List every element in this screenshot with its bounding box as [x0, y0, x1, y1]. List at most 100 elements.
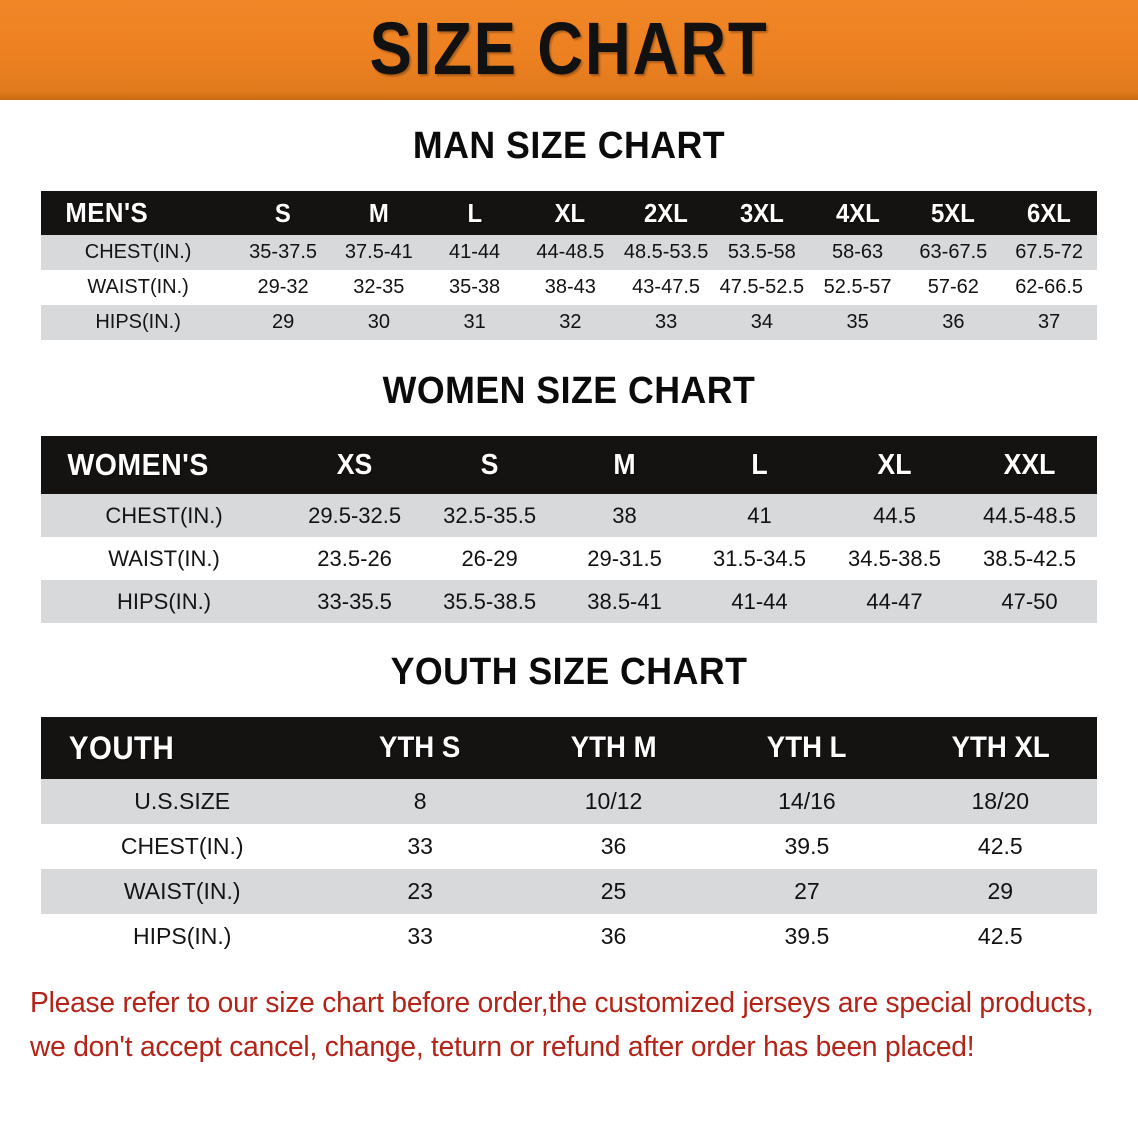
table-corner-label-women: WOMEN'S — [67, 447, 209, 482]
cell-man-2-2: 31 — [463, 311, 486, 333]
cell-man-2-5: 34 — [750, 311, 773, 333]
page-banner: SIZE CHART — [0, 0, 1138, 100]
cell-women-2-4: 44-47 — [866, 588, 923, 614]
column-header-youth-3: YTH XL — [951, 731, 1050, 764]
row-label-youth-3: HIPS(IN.) — [133, 923, 232, 949]
disclaimer-line-2: we don't accept cancel, change, teturn o… — [30, 1031, 975, 1063]
man-size-chart-table: MEN'S S M L XL 2XL 3XL 4XL 5XL 6XL CHEST(IN.) 35-3… — [41, 191, 1097, 340]
cell-youth-3-3: 42.5 — [977, 923, 1023, 949]
column-header-man-8: 6XL — [1027, 197, 1072, 228]
cell-women-0-5: 44.5-48.5 — [983, 502, 1076, 528]
cell-man-2-0: 29 — [271, 311, 295, 333]
cell-youth-0-2: 14/16 — [778, 788, 836, 814]
column-header-women-0: XS — [336, 448, 373, 481]
row-label-youth-0: U.S.SIZE — [134, 788, 231, 814]
cell-youth-0-3: 18/20 — [971, 788, 1030, 814]
section-title-man: MAN SIZE CHART — [412, 125, 726, 167]
cell-women-1-5: 38.5-42.5 — [983, 545, 1076, 571]
cell-man-1-4: 43-47.5 — [632, 276, 701, 298]
cell-youth-1-1: 36 — [600, 833, 627, 859]
cell-man-0-6: 58-63 — [832, 241, 884, 263]
row-label-youth-1: CHEST(IN.) — [120, 833, 244, 859]
column-header-women-2: M — [613, 448, 636, 481]
cell-man-2-3: 32 — [559, 311, 582, 333]
row-label-women-2: HIPS(IN.) — [117, 588, 212, 614]
cell-women-0-0: 29.5-32.5 — [308, 502, 402, 528]
cell-women-2-5: 47-50 — [1001, 588, 1058, 614]
cell-youth-0-1: 10/12 — [584, 788, 643, 814]
row-label-youth-2: WAIST(IN.) — [123, 878, 241, 904]
cell-women-1-1: 26-29 — [461, 545, 518, 571]
cell-youth-3-0: 33 — [407, 923, 433, 949]
section-title-women: WOMEN SIZE CHART — [382, 370, 756, 412]
cell-youth-3-2: 39.5 — [784, 923, 830, 949]
cell-man-0-7: 63-67.5 — [919, 241, 988, 263]
table-row: WAIST(IN.) 23 25 27 29 — [41, 869, 1097, 914]
row-label-man-2: HIPS(IN.) — [95, 311, 181, 333]
cell-man-0-2: 41-44 — [449, 241, 501, 263]
column-header-man-2: L — [467, 197, 482, 228]
column-header-man-7: 5XL — [931, 197, 976, 228]
cell-women-2-2: 38.5-41 — [587, 588, 662, 614]
table-row: HIPS(IN.) 33 36 39.5 42.5 — [41, 914, 1097, 959]
table-row: WAIST(IN.) 29-32 32-35 35-38 38-43 43-47.5 47.… — [41, 270, 1097, 305]
cell-man-1-7: 57-62 — [927, 276, 979, 298]
youth-table-header: YOUTH YTH S YTH M YTH L YTH XL — [41, 717, 1097, 779]
cell-youth-0-0: 8 — [413, 788, 427, 814]
cell-women-0-1: 32.5-35.5 — [443, 502, 537, 528]
cell-women-0-3: 41 — [747, 502, 772, 528]
section-title-youth: YOUTH SIZE CHART — [390, 651, 748, 693]
table-row: U.S.SIZE 8 10/12 14/16 18/20 — [41, 779, 1097, 824]
cell-man-1-1: 32-35 — [353, 276, 405, 298]
table-corner-label-man: MEN'S — [65, 197, 149, 228]
table-header-row: YOUTH YTH S YTH M YTH L YTH XL — [41, 717, 1097, 779]
table-header-row: WOMEN'S XS S M L XL XXL — [41, 436, 1097, 494]
column-header-women-3: L — [751, 448, 768, 481]
column-header-man-5: 3XL — [739, 197, 784, 228]
column-header-man-1: M — [368, 197, 389, 228]
table-row: HIPS(IN.) 29 30 31 32 33 34 35 36 37 — [41, 305, 1097, 340]
cell-man-1-2: 35-38 — [449, 276, 501, 298]
disclaimer-text: Please refer to our size chart before or… — [30, 981, 1094, 1069]
cell-youth-1-3: 42.5 — [977, 833, 1023, 859]
table-header-row: MEN'S S M L XL 2XL 3XL 4XL 5XL 6XL — [41, 191, 1097, 235]
man-table-header: MEN'S S M L XL 2XL 3XL 4XL 5XL 6XL — [41, 191, 1097, 235]
cell-man-0-1: 37.5-41 — [344, 241, 413, 263]
cell-man-2-6: 35 — [846, 311, 869, 333]
column-header-man-3: XL — [555, 197, 586, 228]
cell-women-0-4: 44.5 — [873, 502, 916, 528]
cell-man-1-6: 52.5-57 — [823, 276, 892, 298]
cell-women-2-1: 35.5-38.5 — [443, 588, 537, 614]
column-header-man-6: 4XL — [835, 197, 880, 228]
row-label-women-0: CHEST(IN.) — [105, 502, 223, 528]
cell-youth-2-3: 29 — [987, 878, 1014, 904]
cell-man-0-8: 67.5-72 — [1015, 241, 1084, 263]
cell-man-1-8: 62-66.5 — [1015, 276, 1084, 298]
cell-youth-3-1: 36 — [600, 923, 627, 949]
cell-youth-1-0: 33 — [407, 833, 433, 859]
cell-youth-2-2: 27 — [794, 878, 820, 904]
column-header-women-4: XL — [877, 448, 912, 481]
cell-youth-2-1: 25 — [600, 878, 627, 904]
cell-man-2-7: 36 — [942, 311, 965, 333]
column-header-youth-2: YTH L — [767, 731, 847, 764]
column-header-women-1: S — [480, 448, 499, 481]
cell-man-1-0: 29-32 — [257, 276, 309, 298]
table-corner-label-youth: YOUTH — [68, 729, 175, 766]
row-label-man-0: CHEST(IN.) — [84, 241, 192, 263]
column-header-man-4: 2XL — [644, 197, 689, 228]
cell-man-1-3: 38-43 — [544, 276, 596, 298]
table-row: CHEST(IN.) 35-37.5 37.5-41 41-44 44-48.5 48.5… — [41, 235, 1097, 270]
table-row: CHEST(IN.) 33 36 39.5 42.5 — [41, 824, 1097, 869]
cell-man-0-3: 44-48.5 — [536, 241, 605, 263]
man-table-body: CHEST(IN.) 35-37.5 37.5-41 41-44 44-48.5 48.5… — [41, 235, 1097, 340]
column-header-women-5: XXL — [1003, 448, 1056, 481]
cell-youth-1-2: 39.5 — [784, 833, 830, 859]
cell-women-1-0: 23.5-26 — [317, 545, 392, 571]
cell-women-1-4: 34.5-38.5 — [848, 545, 941, 571]
table-row: CHEST(IN.) 29.5-32.5 32.5-35.5 38 41 44.5 44.5… — [41, 494, 1097, 537]
column-header-youth-1: YTH M — [570, 731, 657, 764]
cell-man-2-8: 37 — [1037, 311, 1061, 333]
row-label-women-1: WAIST(IN.) — [108, 545, 220, 571]
cell-man-0-4: 48.5-53.5 — [623, 241, 709, 263]
